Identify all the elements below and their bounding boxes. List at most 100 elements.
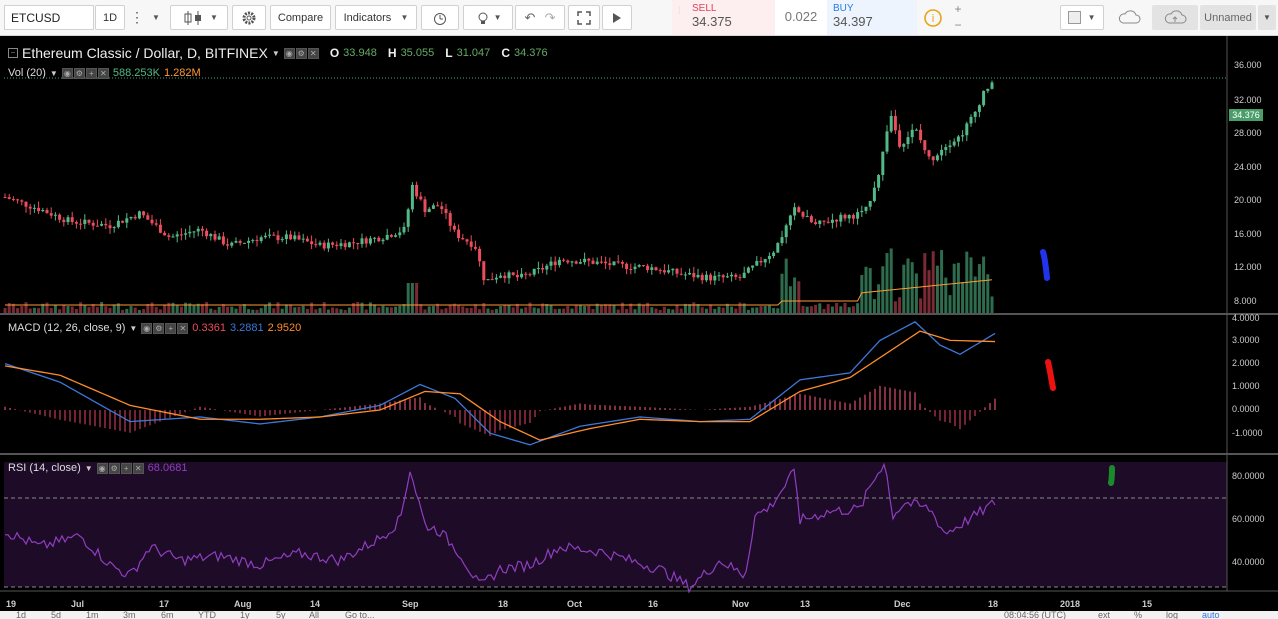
auto-toggle[interactable]: auto: [1202, 611, 1220, 619]
rsi-format-icon[interactable]: ⚙: [108, 462, 120, 474]
redo-icon[interactable]: ↷: [544, 9, 556, 25]
volume-bar: [788, 286, 792, 313]
replay-button[interactable]: [602, 5, 632, 30]
more-intervals-icon[interactable]: ⋮: [130, 9, 144, 25]
format-icon[interactable]: ⚙: [295, 47, 307, 59]
alert-button[interactable]: [421, 5, 459, 30]
save-cloud-button[interactable]: [1152, 5, 1198, 30]
volume-bar: [112, 304, 116, 313]
volume-bar: [444, 308, 448, 313]
rsi-eye-icon[interactable]: ◉: [96, 462, 108, 474]
macd-eye-icon[interactable]: ◉: [141, 322, 153, 334]
price-axis-label: 32.000: [1234, 95, 1262, 105]
range-ytd[interactable]: YTD: [198, 611, 216, 619]
high-value: 35.055: [400, 47, 435, 59]
plus-icon[interactable]: +: [954, 1, 962, 16]
buy-button[interactable]: BUY 34.397: [827, 0, 917, 35]
rsi-caret-icon[interactable]: ▼: [84, 463, 93, 473]
minus-icon[interactable]: −: [954, 17, 962, 32]
red-drawing-mark[interactable]: [1045, 359, 1056, 391]
chart-style-button[interactable]: ▼: [170, 5, 228, 30]
volume-bar: [116, 303, 120, 313]
macd-caret-icon[interactable]: ▼: [129, 323, 138, 333]
candle-body: [188, 231, 192, 234]
rsi-remove-icon[interactable]: ✕: [132, 462, 144, 474]
rsi-name[interactable]: RSI (14, close): [8, 462, 81, 474]
undo-icon[interactable]: ↶: [524, 9, 536, 25]
log-toggle[interactable]: log: [1166, 611, 1179, 619]
layout-name[interactable]: Unnamed: [1200, 5, 1256, 30]
rsi-add-icon[interactable]: +: [120, 462, 132, 474]
range-all[interactable]: All: [309, 611, 320, 619]
candle-body: [721, 275, 725, 278]
candle-body: [74, 221, 78, 224]
volume-bar: [658, 309, 662, 313]
candle-body: [360, 238, 364, 245]
range-1d[interactable]: 1d: [16, 611, 27, 619]
volume-bar: [885, 253, 889, 313]
candle-body: [335, 244, 339, 247]
range-5y[interactable]: 5y: [276, 611, 286, 619]
ideas-button[interactable]: ▼: [463, 5, 513, 30]
interval-button[interactable]: 1D: [95, 5, 125, 30]
volume-bar: [776, 308, 780, 313]
percent-toggle[interactable]: %: [1134, 611, 1143, 619]
candle-body: [839, 214, 843, 222]
volume-bar: [167, 302, 171, 313]
volume-bar: [494, 309, 498, 313]
macd-add-icon[interactable]: +: [165, 322, 177, 334]
main-title-caret-icon[interactable]: ▼: [271, 48, 280, 58]
green-drawing-mark[interactable]: [1108, 465, 1115, 486]
range-5d[interactable]: 5d: [51, 611, 62, 619]
volume-bar: [860, 274, 864, 313]
vol-eye-icon[interactable]: ◉: [61, 67, 73, 79]
range-6m[interactable]: 6m: [161, 611, 174, 619]
blue-drawing-mark[interactable]: [1040, 249, 1050, 281]
rsi-axis-label: 80.0000: [1232, 471, 1265, 481]
layout-name-caret-icon[interactable]: ▼: [1258, 5, 1276, 30]
indicators-button[interactable]: Indicators ▼: [335, 5, 417, 30]
vol-name[interactable]: Vol (20): [8, 67, 46, 79]
candle-body: [297, 235, 301, 240]
vol-add-icon[interactable]: +: [85, 67, 97, 79]
fullscreen-button[interactable]: [568, 5, 600, 30]
chart-canvas[interactable]: [0, 36, 1278, 619]
candle-body: [730, 274, 734, 277]
candle-body: [158, 224, 162, 233]
eye-icon[interactable]: ◉: [283, 47, 295, 59]
volume-bar: [591, 309, 595, 313]
vol-caret-icon[interactable]: ▼: [49, 68, 58, 78]
interval-dropdown-icon[interactable]: ▼: [152, 13, 160, 22]
volume-bar: [20, 306, 24, 313]
candle-body: [982, 90, 986, 106]
candle-body: [797, 207, 801, 213]
time-axis-label: 13: [800, 599, 811, 609]
volume-bar: [318, 308, 322, 313]
ext-toggle[interactable]: ext: [1098, 611, 1111, 619]
range-1y[interactable]: 1y: [240, 611, 250, 619]
range-3m[interactable]: 3m: [123, 611, 136, 619]
macd-remove-icon[interactable]: ✕: [177, 322, 189, 334]
time-axis-label: 19: [6, 599, 17, 609]
main-title[interactable]: Ethereum Classic / Dollar, D, BITFINEX: [22, 45, 268, 61]
load-cloud-button[interactable]: [1108, 5, 1150, 30]
sell-button[interactable]: ⁞ SELL 34.375: [672, 0, 775, 35]
compare-button[interactable]: Compare: [270, 5, 331, 30]
volume-bar: [259, 308, 263, 313]
macd-name[interactable]: MACD (12, 26, close, 9): [8, 322, 126, 334]
candle-body: [553, 261, 557, 266]
range-1m[interactable]: 1m: [86, 611, 99, 619]
info-button[interactable]: i: [920, 5, 946, 30]
candle-body: [150, 219, 154, 224]
vol-format-icon[interactable]: ⚙: [73, 67, 85, 79]
chart-area[interactable]: − Ethereum Classic / Dollar, D, BITFINEX…: [0, 36, 1278, 619]
vol-remove-icon[interactable]: ✕: [97, 67, 109, 79]
symbol-input[interactable]: [4, 5, 94, 30]
collapse-icon[interactable]: −: [8, 48, 18, 58]
settings-button[interactable]: [232, 5, 266, 30]
macd-format-icon[interactable]: ⚙: [153, 322, 165, 334]
remove-icon[interactable]: ✕: [307, 47, 319, 59]
goto-button[interactable]: Go to...: [345, 611, 375, 619]
layout-button[interactable]: ▼: [1060, 5, 1104, 30]
time-axis-label: 15: [1142, 599, 1153, 609]
